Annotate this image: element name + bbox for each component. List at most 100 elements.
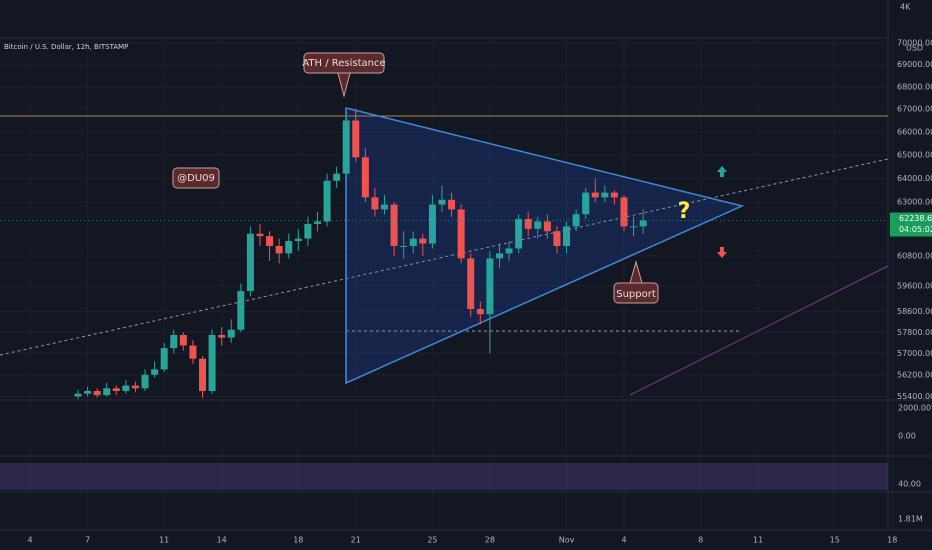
candle-body — [610, 192, 618, 198]
candle-body — [275, 245, 283, 254]
candle-body — [103, 388, 111, 396]
candle-body — [486, 258, 494, 315]
candle-body — [524, 219, 532, 229]
down-arrow — [717, 247, 727, 258]
macd-tick: 2000.00 — [898, 404, 931, 413]
author-callout — [172, 167, 220, 189]
candle-body — [208, 334, 216, 392]
candle-body — [93, 391, 101, 396]
candle-body — [141, 374, 149, 389]
candle-body — [381, 204, 389, 210]
candle-body — [246, 233, 254, 292]
candle-body — [409, 238, 417, 246]
x-tick-label: 18 — [887, 536, 897, 545]
question-mark: ? — [678, 199, 691, 224]
x-tick-label: 11 — [753, 536, 763, 545]
volume-tick: 4K — [900, 3, 911, 12]
candle-body — [457, 209, 465, 259]
rsi-tick: 40.00 — [898, 480, 921, 489]
candle-body — [639, 220, 647, 227]
x-tick-label: 28 — [485, 536, 495, 545]
x-tick-label: Nov — [559, 536, 575, 545]
candle-body — [361, 157, 369, 198]
y-tick-label: 57000.00 — [897, 349, 932, 358]
currency: USD — [906, 44, 923, 53]
y-tick-label: 60800.00 — [897, 251, 932, 260]
candle-body — [467, 258, 475, 310]
candle-body — [160, 348, 168, 370]
candle-body — [112, 388, 120, 392]
up-arrow — [717, 166, 727, 177]
candle-body — [189, 345, 197, 359]
x-tick-label: 8 — [698, 536, 703, 545]
candle-body — [448, 199, 456, 210]
candle-body — [553, 231, 561, 246]
chart-title: Bitcoin / U.S. Dollar, 12h, BITSTAMP — [4, 43, 128, 51]
candle-body — [534, 221, 542, 229]
x-tick-label: 4 — [621, 536, 626, 545]
candle-body — [400, 245, 408, 247]
y-tick-label: 65000.00 — [897, 150, 932, 159]
candle-body — [131, 385, 139, 389]
support-label: Support — [616, 289, 656, 300]
candle-body — [199, 358, 207, 392]
axes: 55400.00 56200.00 57000.00 57800.00 58600.00… — [0, 38, 932, 545]
candle-body — [74, 393, 82, 397]
y-tick-label: 57800.00 — [897, 328, 932, 337]
rsi-band — [0, 463, 888, 490]
author-label: @DU09 — [177, 173, 215, 184]
candle-body — [122, 385, 130, 392]
candle-body — [84, 391, 92, 394]
triangle-pattern — [345, 107, 745, 385]
y-tick-label: 64000.00 — [897, 174, 932, 183]
y-tick-label: 63000.00 — [897, 198, 932, 207]
candle-body — [342, 120, 350, 174]
callout-pointer — [337, 72, 351, 98]
channel-line — [629, 265, 889, 396]
y-tick-label: 58600.00 — [897, 307, 932, 316]
candle-body — [630, 226, 638, 228]
candle-body — [179, 334, 187, 346]
countdown: 04:05:02 — [899, 225, 932, 234]
candle-body — [333, 173, 341, 181]
candle-body — [304, 223, 312, 239]
candle-body — [285, 241, 293, 254]
y-tick-label: 66000.00 — [897, 127, 932, 136]
y-tick-label: 55400.00 — [897, 392, 932, 401]
x-tick-label: 4 — [28, 536, 33, 545]
candle-body — [438, 199, 446, 205]
callout-pointer — [629, 260, 643, 284]
x-tick-label: 11 — [159, 536, 169, 545]
candle-body — [170, 334, 178, 349]
candle-body — [419, 238, 427, 244]
candle-body — [151, 369, 159, 375]
y-tick-label: 59600.00 — [897, 282, 932, 291]
candle-body — [256, 233, 264, 237]
candle-body — [294, 238, 302, 242]
candle-body — [237, 291, 245, 330]
volume-ma-tick: 1.81M — [898, 515, 923, 524]
resistance-label: ATH / Resistance — [302, 58, 385, 69]
candle-body — [313, 221, 321, 224]
trend-line — [0, 158, 889, 356]
candle-body — [218, 334, 226, 338]
last-price-tag — [890, 212, 932, 237]
x-tick-label: 7 — [85, 536, 90, 545]
candle-body — [543, 221, 551, 232]
y-tick-label: 68000.00 — [897, 82, 932, 91]
y-tick-label: 70000.00 — [897, 38, 932, 47]
candle-body — [495, 253, 503, 259]
y-tick-label: 56200.00 — [897, 370, 932, 379]
candle-body — [266, 236, 274, 246]
candle-body — [352, 120, 360, 158]
candle-body — [323, 180, 331, 222]
x-tick-label: 15 — [830, 536, 840, 545]
candle-body — [515, 219, 523, 249]
candle-body — [591, 192, 599, 198]
x-tick-label: 21 — [351, 536, 361, 545]
x-tick-label: 25 — [427, 536, 437, 545]
candle-body — [227, 329, 235, 338]
candle-body — [563, 226, 571, 246]
macd-tick: 0.00 — [898, 432, 916, 441]
